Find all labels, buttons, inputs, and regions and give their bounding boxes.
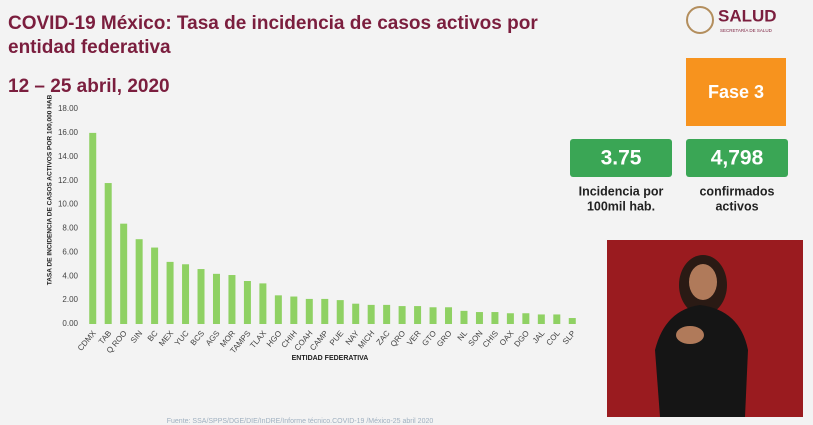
title-line: COVID-19 México: Tasa de incidencia de c… [8,13,538,34]
bar [383,304,391,324]
confirmed: 4,798 [711,147,764,170]
bar [274,295,282,324]
y-tick-label: 6.00 [62,247,78,256]
bar [568,318,576,324]
bar [491,312,499,324]
bar [305,298,313,324]
y-tick-label: 0.00 [62,319,78,328]
body [655,305,748,417]
bar [475,312,483,324]
bar [522,313,530,324]
bar [414,306,422,324]
brand: SALUD [718,6,777,25]
incidence: 3.75 [601,147,642,170]
bar [135,239,143,324]
bar [228,275,236,324]
bar [336,300,344,324]
y-tick-label: 2.00 [62,295,78,304]
hands [676,326,704,344]
bar [429,307,437,324]
y-tick-label: 18.00 [58,104,79,113]
incidence-label: Incidencia por [579,184,664,198]
bar [321,298,329,324]
logo [686,6,714,34]
source: Fuente: SSA/SPPS/DGE/DIE/InDRE/Informe t… [167,418,434,425]
x-axis-label: ENTIDAD FEDERATIVA [292,355,369,362]
bar [197,269,205,324]
y-tick-label: 12.00 [58,176,79,185]
bar [352,303,360,324]
phase-box [686,58,786,126]
confirmed-label: confirmados [699,184,774,198]
bar [398,306,406,324]
bar [212,273,220,324]
y-tick-label: 8.00 [62,224,78,233]
brand-sub: SECRETARÍA DE SALUD [720,27,773,33]
bar [259,283,267,324]
bar [104,183,112,324]
bar [166,261,174,324]
bar [460,310,468,324]
bar [553,314,561,324]
title-line: entidad federativa [8,37,171,58]
confirmed-box [686,139,788,177]
bar [290,296,298,324]
bar [367,304,375,324]
y-axis-label: TASA DE INCIDENCIA DE CASOS ACTIVOS POR … [47,94,54,285]
bar [151,247,159,324]
bar [445,307,453,324]
y-tick-label: 4.00 [62,271,78,280]
y-tick-label: 10.00 [58,200,79,209]
bar [89,132,97,324]
face [689,264,717,300]
bar [182,264,190,324]
incidence-label: 100mil hab. [587,199,655,213]
bar [506,313,514,324]
y-tick-label: 16.00 [58,128,79,137]
bar [120,223,128,324]
subtitle: 12 – 25 abril, 2020 [8,76,170,97]
phase: Fase 3 [708,82,764,102]
bar [243,281,251,324]
confirmed-label: activos [715,199,758,213]
incidence-box [570,139,672,177]
bar [537,314,545,324]
y-tick-label: 14.00 [58,152,79,161]
